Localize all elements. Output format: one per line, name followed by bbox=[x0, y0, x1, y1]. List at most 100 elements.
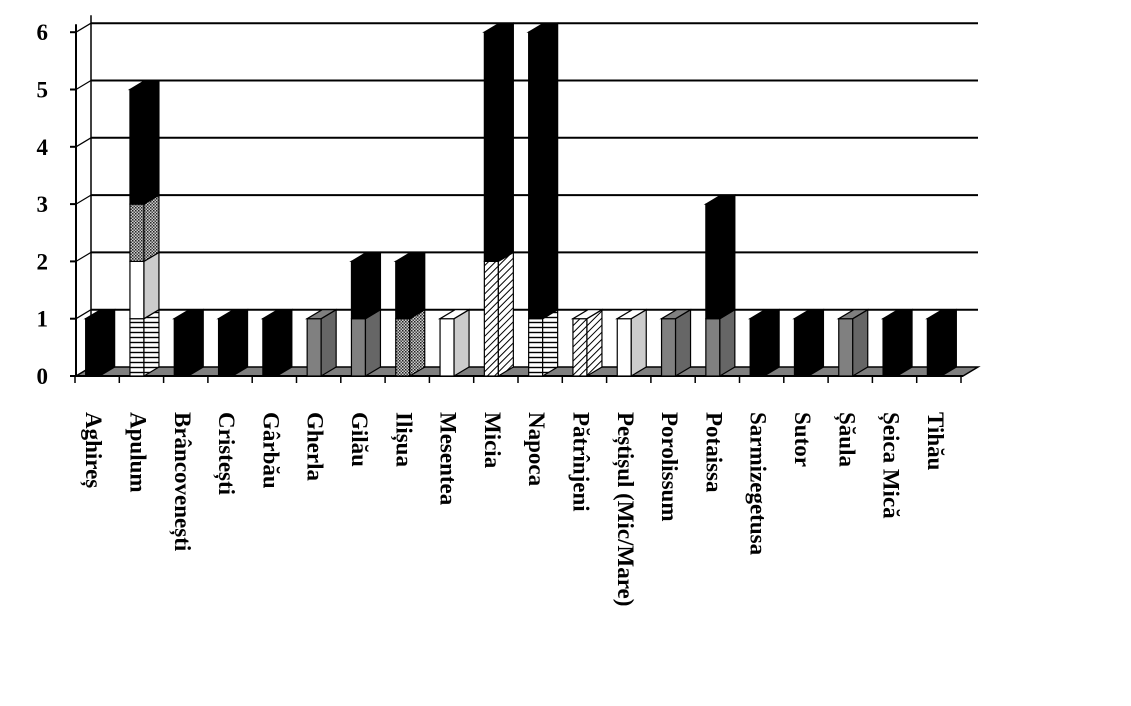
bar-top bbox=[393, 251, 427, 262]
x-category-label: Sarmizegetusa bbox=[746, 412, 771, 556]
y-tick-label: 1 bbox=[37, 307, 49, 332]
bar-segment bbox=[749, 308, 780, 378]
x-category-label: Gherla bbox=[303, 412, 328, 481]
x-category-label: Gârbău bbox=[258, 412, 283, 489]
x-category-label: Sutor bbox=[790, 412, 815, 467]
x-category-label: Ilișua bbox=[390, 412, 416, 467]
bar-segment bbox=[129, 251, 160, 320]
bar-top bbox=[925, 309, 959, 320]
bar-side bbox=[231, 308, 249, 378]
bar-side bbox=[807, 308, 825, 378]
bar-segment bbox=[660, 308, 692, 378]
bar-side bbox=[674, 308, 692, 378]
bar-front bbox=[395, 318, 411, 377]
bar-front bbox=[217, 318, 234, 377]
bar-front bbox=[395, 260, 411, 320]
bar-front bbox=[129, 318, 145, 377]
bar-side bbox=[940, 308, 957, 378]
bar-segment bbox=[705, 194, 736, 320]
bar-front bbox=[129, 88, 145, 205]
x-category-label: Pătrînjeni bbox=[568, 412, 593, 512]
bar-segment bbox=[129, 79, 160, 206]
bar-segment bbox=[395, 308, 426, 378]
bar-segment bbox=[528, 22, 559, 320]
x-category-label: Micia bbox=[480, 412, 505, 469]
bar-front bbox=[483, 31, 499, 262]
bar-top bbox=[127, 79, 162, 91]
bar-side bbox=[586, 308, 603, 378]
bar-segment bbox=[129, 308, 160, 378]
bar-top bbox=[216, 309, 250, 320]
bar-front bbox=[749, 318, 765, 377]
bar-segment bbox=[926, 308, 957, 378]
bar-top bbox=[349, 251, 383, 262]
bar-side bbox=[143, 194, 160, 263]
bar-front bbox=[129, 203, 145, 263]
x-category-label: Șăula bbox=[833, 412, 859, 467]
bars bbox=[83, 22, 959, 378]
bar-front bbox=[572, 318, 588, 377]
y-tick-label: 2 bbox=[37, 249, 49, 274]
x-category-label: Apulum bbox=[125, 412, 150, 493]
bar-top bbox=[304, 309, 339, 320]
bar-side bbox=[896, 308, 913, 378]
bar-side bbox=[763, 308, 780, 378]
bar-segment bbox=[350, 308, 382, 378]
bar-front bbox=[350, 260, 367, 320]
x-category-label: Gilău bbox=[347, 412, 372, 467]
gridline-side bbox=[75, 251, 92, 262]
bar-segment bbox=[483, 251, 514, 378]
y-tick-label: 5 bbox=[37, 78, 49, 103]
gridline-side bbox=[75, 309, 92, 320]
bar-segment bbox=[838, 308, 869, 378]
x-category-label: Porolissum bbox=[657, 412, 682, 521]
bar-top bbox=[615, 309, 649, 320]
bar-side bbox=[276, 308, 293, 378]
bar-segment bbox=[793, 308, 825, 378]
bar-side bbox=[364, 308, 382, 378]
bar-front bbox=[306, 318, 322, 377]
bar-top bbox=[260, 309, 295, 320]
bar-segment bbox=[572, 308, 603, 378]
x-category-label: Napoca bbox=[524, 412, 549, 487]
x-category-label: Tihău bbox=[923, 412, 948, 471]
bar-side bbox=[143, 308, 160, 378]
bar-side bbox=[542, 308, 559, 378]
y-tick-label: 3 bbox=[37, 192, 49, 217]
bar-front bbox=[705, 203, 721, 320]
bar-segment bbox=[129, 194, 160, 263]
gridlines bbox=[75, 15, 978, 367]
bar-segment bbox=[705, 308, 736, 378]
bar-front bbox=[926, 318, 942, 377]
x-category-label: Aghireș bbox=[80, 412, 106, 488]
bar-segment bbox=[616, 308, 647, 378]
bar-front bbox=[173, 318, 189, 377]
bar-side bbox=[143, 251, 160, 320]
bar-front bbox=[262, 318, 278, 377]
bar-top bbox=[172, 309, 206, 320]
y-tick-label: 4 bbox=[37, 135, 49, 160]
bar-front bbox=[85, 318, 101, 377]
bar-side bbox=[409, 308, 426, 378]
bar-top bbox=[570, 309, 605, 320]
bar-segment bbox=[173, 308, 204, 378]
x-category-label: Brâncovenești bbox=[169, 412, 195, 552]
bar-front bbox=[528, 31, 544, 320]
bar-top bbox=[836, 309, 870, 320]
axis-labels: 0 1 2 3 4 5 6 Aghireș Apulum Brâncovenești Cristeș… bbox=[37, 20, 948, 606]
gridline-side bbox=[75, 22, 92, 33]
bar-front bbox=[350, 318, 367, 377]
bar-front bbox=[483, 260, 499, 377]
bar-top bbox=[747, 309, 782, 320]
bar-front bbox=[660, 318, 677, 377]
bar-top bbox=[880, 309, 915, 320]
bar-side bbox=[320, 308, 337, 378]
bar-front bbox=[616, 318, 632, 377]
bar-side bbox=[852, 308, 869, 378]
bar-top bbox=[703, 194, 738, 205]
bar-front bbox=[882, 318, 898, 377]
bar-segment bbox=[85, 308, 116, 378]
bar-side bbox=[719, 308, 736, 378]
bar-side bbox=[99, 308, 116, 378]
